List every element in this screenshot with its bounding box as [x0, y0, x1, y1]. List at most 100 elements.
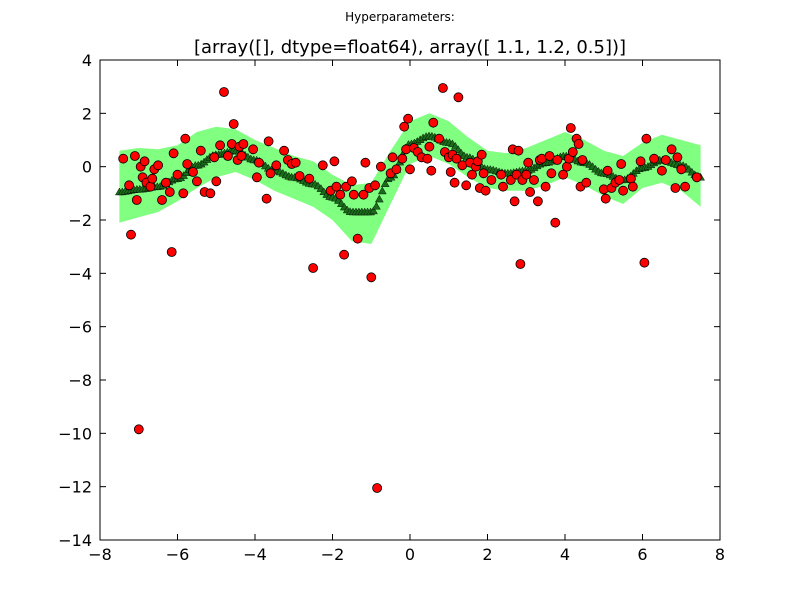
observation-point	[550, 217, 561, 228]
observation-point	[139, 156, 150, 167]
observation-point	[164, 187, 175, 197]
observation-point	[182, 159, 193, 169]
observation-point	[602, 165, 613, 176]
observation-point	[525, 187, 535, 197]
observation-point	[478, 168, 489, 179]
observation-point	[188, 167, 198, 177]
observation-point	[666, 144, 677, 155]
x-tick-label: 4	[560, 545, 570, 564]
observation-point	[486, 175, 497, 185]
observation-point	[219, 87, 229, 97]
observation-point	[405, 164, 415, 175]
y-tick-label: −2	[68, 211, 92, 230]
observation-point	[577, 155, 588, 165]
observation-point	[131, 195, 142, 205]
observation-point	[565, 123, 576, 133]
observation-point	[157, 195, 167, 205]
prediction-marker	[377, 186, 387, 195]
observation-point	[160, 177, 171, 188]
observation-point	[172, 169, 183, 180]
observation-point	[331, 181, 342, 192]
observation-point	[672, 152, 683, 163]
x-tick-label: 2	[482, 545, 492, 564]
y-tick-label: 4	[82, 51, 92, 70]
observation-point	[426, 165, 437, 176]
observation-point	[424, 141, 435, 152]
observation-point	[236, 151, 247, 161]
observation-point	[191, 176, 202, 187]
observation-point	[657, 165, 667, 176]
observation-point	[222, 151, 233, 161]
y-tick-label: −10	[58, 424, 92, 443]
y-tick-label: −8	[68, 371, 92, 390]
observation-point	[263, 136, 274, 147]
observation-point	[581, 177, 592, 188]
x-tick-label: −4	[243, 545, 267, 564]
confidence-band	[119, 113, 701, 244]
observation-point	[552, 155, 563, 165]
observation-point	[168, 148, 179, 159]
y-tick-label: 2	[82, 104, 92, 123]
observation-point	[573, 139, 584, 149]
observation-point	[271, 160, 282, 171]
y-tick-label: −6	[68, 318, 92, 337]
observation-point	[480, 185, 491, 196]
observation-point	[558, 169, 568, 180]
observation-point	[133, 424, 144, 435]
observation-point	[467, 169, 477, 180]
prediction-marker	[380, 179, 390, 187]
observation-point	[352, 233, 363, 244]
observation-point	[445, 167, 456, 177]
observation-points	[118, 83, 702, 493]
y-tick-label: 0	[82, 158, 92, 177]
observation-point	[387, 152, 398, 163]
x-tick-label: 8	[715, 545, 725, 564]
observation-point	[265, 168, 276, 179]
observation-point	[422, 153, 433, 164]
x-tick-label: −2	[321, 545, 345, 564]
observation-point	[251, 172, 262, 183]
observation-point	[335, 189, 346, 200]
observation-point	[348, 189, 359, 200]
observation-point	[308, 263, 319, 273]
observation-point	[614, 175, 625, 185]
observation-point	[540, 181, 551, 192]
observation-point	[616, 159, 627, 169]
observation-point	[211, 176, 222, 187]
observation-point	[691, 172, 702, 183]
observation-point	[153, 160, 164, 171]
observation-point	[279, 145, 290, 156]
observation-point	[509, 196, 520, 207]
x-tick-label: 0	[405, 545, 415, 564]
observation-point	[515, 259, 526, 269]
observation-point	[461, 180, 472, 191]
observation-point	[195, 145, 206, 156]
observation-point	[228, 119, 239, 129]
observation-point	[253, 157, 264, 168]
plot-area	[115, 83, 705, 493]
axis-ticks: −8 −6 −4 −2 0 2 4 6 8 4 2 0 −2 −4 −6 −8 −10 −12 −14	[58, 51, 725, 564]
y-tick-label: −14	[58, 531, 92, 550]
prediction-marker	[374, 194, 384, 203]
observation-point	[476, 149, 487, 160]
x-tick-label: 6	[637, 545, 647, 564]
observation-point	[660, 155, 671, 165]
prediction-marker	[369, 206, 378, 215]
observation-point	[178, 188, 189, 199]
observation-point	[513, 145, 524, 156]
observation-point	[261, 193, 272, 204]
observation-point	[366, 272, 377, 283]
observation-point	[546, 168, 557, 179]
observation-point	[529, 175, 539, 185]
observation-point	[290, 157, 301, 168]
observation-point	[358, 189, 369, 200]
observation-point	[304, 173, 315, 184]
observation-point	[567, 147, 578, 157]
observation-point	[317, 160, 328, 171]
observation-point	[496, 169, 507, 180]
observation-point	[124, 180, 135, 191]
observation-point	[428, 117, 439, 128]
observation-point	[680, 181, 690, 192]
